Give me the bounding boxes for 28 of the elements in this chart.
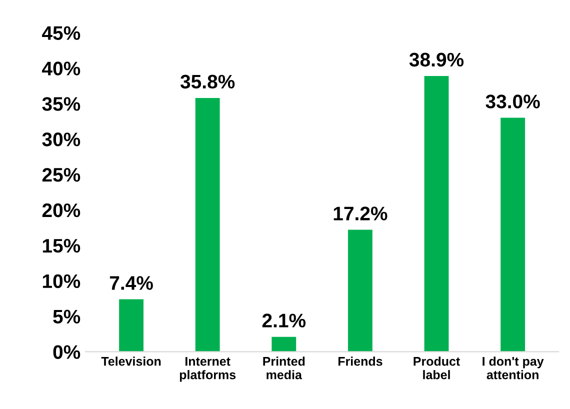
x-tick-label: Printed media: [263, 356, 305, 380]
data-label: 35.8%: [180, 74, 235, 89]
data-label: 38.9%: [409, 52, 464, 67]
y-tick-label: 25%: [42, 168, 80, 182]
y-tick-label: 20%: [42, 203, 80, 218]
x-tick-label: I don't pay attention: [482, 356, 544, 380]
y-tick-label: 5%: [53, 310, 80, 324]
y-tick-label: 40%: [42, 62, 80, 76]
bar: [348, 230, 372, 352]
data-label: 33.0%: [486, 94, 540, 108]
data-label: 7.4%: [110, 276, 153, 290]
bar: [500, 118, 526, 352]
bar: [272, 336, 296, 352]
bar: [195, 98, 220, 352]
y-tick-label: 10%: [42, 274, 80, 288]
y-tick-label: 0%: [53, 345, 80, 359]
y-tick-label: 15%: [42, 238, 80, 253]
y-tick-label: 30%: [42, 132, 80, 146]
bar: [119, 299, 144, 352]
y-tick-label: 35%: [42, 97, 80, 111]
y-tick-label: 45%: [42, 26, 80, 40]
x-tick-label: Television: [101, 356, 161, 366]
bar: [424, 76, 449, 352]
x-tick-label: Internet platforms: [180, 357, 236, 382]
x-tick-label: Product label: [414, 356, 460, 380]
x-tick-label: Friends: [338, 356, 382, 366]
data-label: 17.2%: [334, 206, 388, 220]
data-label: 2.1%: [262, 314, 306, 328]
